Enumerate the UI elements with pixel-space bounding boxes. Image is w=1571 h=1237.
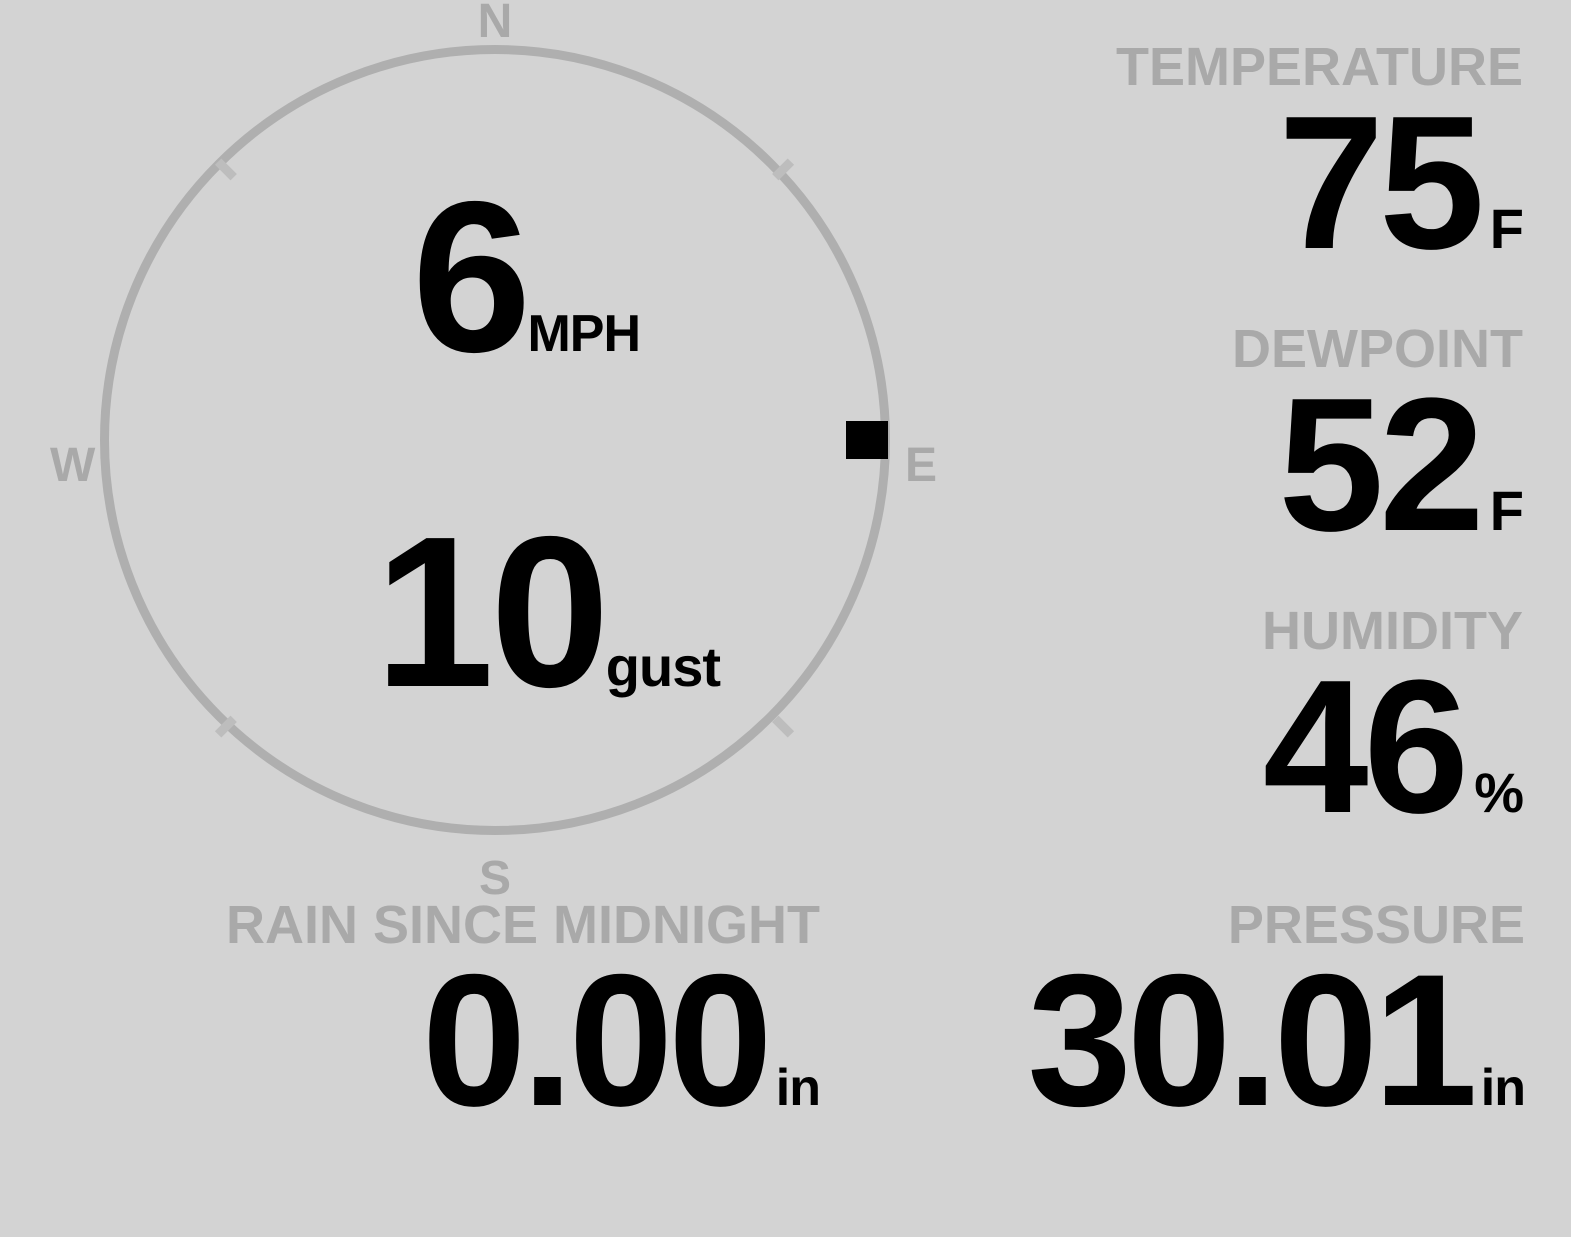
metric-temperature-readout: 75 F bbox=[903, 88, 1524, 278]
metric-temperature-value: 75 bbox=[1278, 77, 1484, 289]
wind-gust-readout: 10gust bbox=[120, 504, 721, 719]
wind-direction-marker bbox=[846, 421, 888, 459]
metric-rain-unit: in bbox=[775, 1059, 821, 1117]
metric-pressure-unit: in bbox=[1480, 1059, 1526, 1117]
compass-label-east: E bbox=[905, 439, 938, 492]
metric-rain-value: 0.00 bbox=[421, 935, 773, 1145]
compass-tick-se bbox=[771, 715, 794, 738]
metric-rain-since-midnight: RAIN SINCE MIDNIGHT 0.00 in bbox=[60, 895, 821, 1134]
compass-tick-ne bbox=[771, 158, 794, 181]
metric-dewpoint: DEWPOINT 52 F bbox=[903, 319, 1524, 560]
metric-temperature: TEMPERATURE 75 F bbox=[903, 37, 1524, 278]
metric-dewpoint-unit: F bbox=[1489, 479, 1524, 542]
metric-pressure-label: PRESSURE bbox=[1227, 895, 1525, 955]
compass-label-north: N bbox=[477, 0, 513, 48]
compass-label-south: S bbox=[478, 852, 511, 905]
metric-humidity: HUMIDITY 46% bbox=[903, 601, 1524, 842]
metric-dewpoint-label: DEWPOINT bbox=[1232, 319, 1523, 379]
wind-speed-readout: 6MPH bbox=[120, 169, 641, 384]
metric-pressure-readout: 30.01 in bbox=[700, 946, 1526, 1134]
wind-speed-value: 6 bbox=[411, 156, 532, 397]
metric-pressure: PRESSURE 30.01 in bbox=[700, 895, 1526, 1134]
compass-tick-sw bbox=[214, 715, 237, 738]
metric-humidity-unit: % bbox=[1474, 761, 1524, 824]
metric-pressure-value: 30.01 bbox=[1027, 935, 1477, 1145]
metric-humidity-readout: 46% bbox=[903, 652, 1524, 842]
metric-dewpoint-value: 52 bbox=[1278, 359, 1484, 571]
metric-humidity-value: 46 bbox=[1262, 641, 1469, 853]
metric-humidity-label: HUMIDITY bbox=[1262, 601, 1523, 661]
wind-gust-value: 10 bbox=[374, 491, 610, 732]
wind-gust-unit: gust bbox=[605, 635, 721, 698]
wind-compass-dial: N S W E 6MPH 10gust bbox=[0, 0, 1000, 920]
metric-dewpoint-readout: 52 F bbox=[903, 370, 1524, 560]
metric-rain-label: RAIN SINCE MIDNIGHT bbox=[226, 895, 820, 955]
metric-temperature-unit: F bbox=[1489, 197, 1524, 260]
compass-label-west: W bbox=[50, 439, 96, 492]
metric-temperature-label: TEMPERATURE bbox=[1115, 37, 1523, 97]
wind-speed-unit: MPH bbox=[527, 305, 641, 363]
metric-rain-readout: 0.00 in bbox=[60, 946, 821, 1134]
